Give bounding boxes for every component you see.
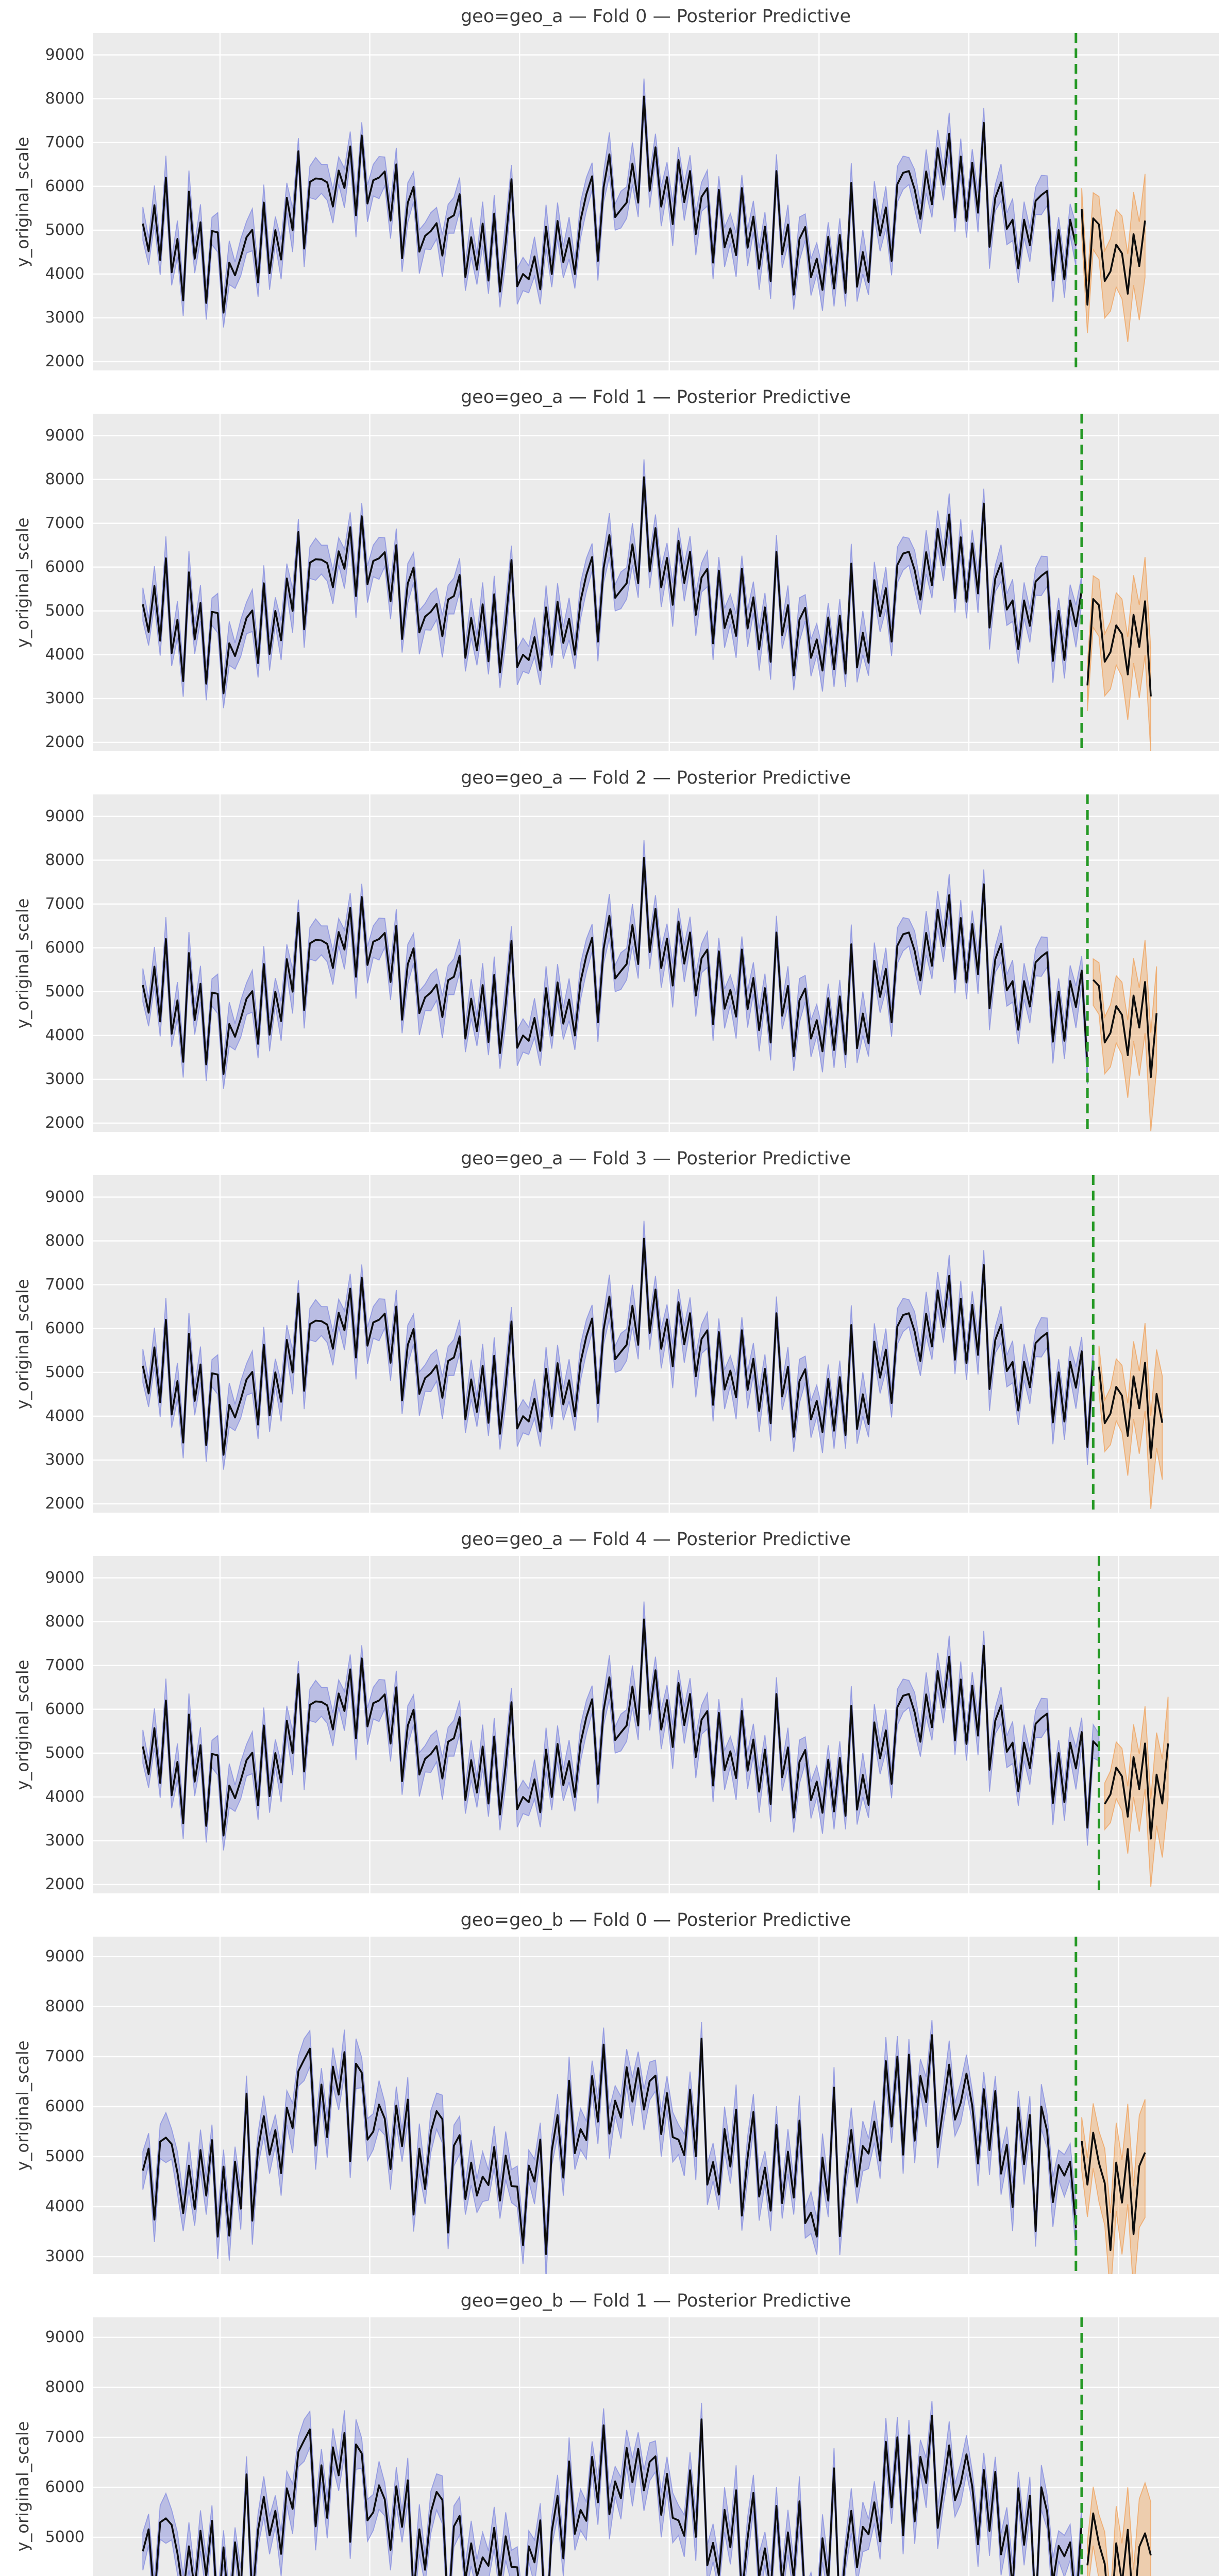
y-tick-label: 3000 — [45, 1450, 85, 1469]
y-tick-label: 6000 — [45, 2097, 85, 2115]
observed-line-train — [142, 95, 1077, 314]
y-axis-label: y_original_scale — [13, 1659, 32, 1790]
y-tick-label: 9000 — [45, 45, 85, 64]
y-tick-label: 7000 — [45, 1656, 85, 1674]
y-tick-label: 8000 — [45, 1231, 85, 1250]
y-tick-label: 9000 — [45, 426, 85, 445]
observed-line-train — [142, 1238, 1095, 1456]
y-tick-label: 6000 — [45, 938, 85, 957]
plot-geo_a-fold-3 — [93, 1175, 1219, 1513]
observed-line-test — [1081, 209, 1146, 306]
y-tick-label: 2000 — [45, 352, 85, 370]
y-tick-label: 8000 — [45, 89, 85, 108]
hdi-test-band — [1098, 1323, 1163, 1509]
y-tick-label: 5000 — [45, 1363, 85, 1381]
observed-line-test — [1086, 2512, 1152, 2576]
hdi-test-band — [1081, 2099, 1146, 2274]
plot-geo_a-fold-4 — [93, 1556, 1219, 1893]
y-tick-label: 6000 — [45, 1700, 85, 1718]
y-tick-label: 8000 — [45, 1612, 85, 1631]
y-tick-label: 9000 — [45, 2328, 85, 2346]
y-tick-label: 5000 — [45, 221, 85, 239]
y-tick-label: 7000 — [45, 1275, 85, 1294]
plot-geo_a-fold-0 — [93, 33, 1219, 370]
y-tick-label: 9000 — [45, 807, 85, 825]
y-tick-label: 7000 — [45, 894, 85, 913]
y-tick-label: 4000 — [45, 1406, 85, 1425]
observed-line-test — [1081, 2131, 1146, 2251]
y-tick-label: 7000 — [45, 2428, 85, 2446]
plot-background — [93, 33, 1219, 370]
observed-line-train — [142, 857, 1088, 1075]
hdi-test-band — [1104, 1697, 1169, 1887]
plot-geo_a-fold-1 — [93, 414, 1219, 751]
observed-line-test — [1104, 1742, 1169, 1840]
y-tick-label: 4000 — [45, 1026, 85, 1044]
observed-line-train — [142, 476, 1083, 694]
y-tick-label: 7000 — [45, 514, 85, 532]
observed-line-test — [1086, 598, 1152, 697]
y-tick-label: 6000 — [45, 177, 85, 195]
y-tick-label: 8000 — [45, 470, 85, 488]
y-tick-label: 3000 — [45, 689, 85, 707]
y-axis-label: y_original_scale — [13, 517, 32, 648]
plot-geo_b-fold-0 — [93, 1937, 1219, 2274]
y-tick-label: 5000 — [45, 2528, 85, 2546]
y-tick-label: 7000 — [45, 2047, 85, 2065]
observed-line-train — [142, 2415, 1083, 2576]
y-tick-label: 7000 — [45, 133, 85, 151]
observed-line-train — [142, 2034, 1077, 2256]
y-tick-label: 3000 — [45, 1831, 85, 1850]
plot-geo_b-fold-1 — [93, 2317, 1219, 2576]
y-tick-label: 8000 — [45, 851, 85, 869]
panel-title: geo=geo_b — Fold 0 — Posterior Predictiv… — [460, 1910, 851, 1930]
y-tick-label: 5000 — [45, 601, 85, 620]
observed-line-test — [1092, 979, 1158, 1078]
y-tick-label: 5000 — [45, 982, 85, 1001]
y-tick-label: 3000 — [45, 1070, 85, 1088]
y-tick-label: 6000 — [45, 1319, 85, 1337]
y-tick-label: 4000 — [45, 264, 85, 283]
y-axis-label: y_original_scale — [13, 1279, 32, 1409]
y-tick-label: 6000 — [45, 557, 85, 576]
plot-background — [93, 1556, 1219, 1893]
y-tick-label: 4000 — [45, 2197, 85, 2215]
y-tick-label: 2000 — [45, 733, 85, 751]
y-tick-label: 4000 — [45, 645, 85, 664]
y-axis-label: y_original_scale — [13, 898, 32, 1028]
y-tick-label: 5000 — [45, 2147, 85, 2165]
observed-line-test — [1098, 1362, 1164, 1459]
plot-geo_a-fold-2 — [93, 794, 1219, 1132]
y-axis-label: y_original_scale — [13, 137, 32, 267]
y-tick-label: 9000 — [45, 1568, 85, 1587]
y-tick-label: 8000 — [45, 1997, 85, 2015]
plot-background — [93, 794, 1219, 1132]
y-tick-label: 6000 — [45, 2478, 85, 2496]
y-tick-label: 9000 — [45, 1947, 85, 1965]
panel-title: geo=geo_a — Fold 3 — Posterior Predictiv… — [460, 1148, 851, 1169]
y-tick-label: 3000 — [45, 2247, 85, 2266]
y-tick-label: 3000 — [45, 308, 85, 327]
hdi-test-band — [1087, 2481, 1152, 2576]
panel-title: geo=geo_b — Fold 1 — Posterior Predictiv… — [460, 2291, 851, 2311]
panel-title: geo=geo_a — Fold 2 — Posterior Predictiv… — [460, 768, 851, 788]
plot-background — [93, 1937, 1219, 2274]
panel-title: geo=geo_a — Fold 0 — Posterior Predictiv… — [460, 6, 851, 27]
hdi-test-band — [1087, 556, 1152, 751]
y-tick-label: 2000 — [45, 1875, 85, 1893]
panel-title: geo=geo_a — Fold 1 — Posterior Predictiv… — [460, 387, 851, 408]
y-tick-label: 2000 — [45, 1494, 85, 1513]
y-tick-label: 2000 — [45, 1113, 85, 1132]
y-tick-label: 8000 — [45, 2378, 85, 2396]
observed-line-train — [142, 1618, 1100, 1837]
y-tick-label: 5000 — [45, 1743, 85, 1762]
y-tick-label: 9000 — [45, 1188, 85, 1206]
plot-background — [93, 414, 1219, 751]
panel-title: geo=geo_a — Fold 4 — Posterior Predictiv… — [460, 1529, 851, 1550]
y-tick-label: 4000 — [45, 1787, 85, 1806]
plot-background — [93, 1175, 1219, 1513]
